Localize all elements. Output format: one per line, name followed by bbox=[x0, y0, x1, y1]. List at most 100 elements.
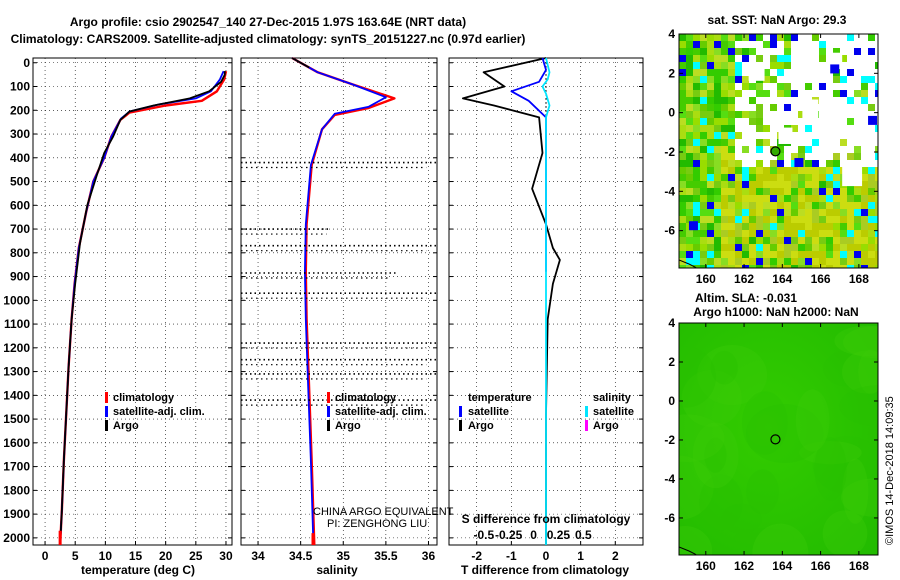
sst-cell bbox=[840, 48, 848, 56]
sst-cell bbox=[686, 160, 694, 168]
sst-cell bbox=[805, 139, 813, 147]
sst-cell bbox=[707, 69, 715, 77]
sst-cell bbox=[742, 195, 750, 203]
sst-cell bbox=[798, 167, 806, 175]
sst-cell bbox=[868, 230, 876, 238]
depth-tick-label: 2000 bbox=[3, 531, 30, 545]
sst-cell bbox=[812, 69, 820, 77]
sst-cell bbox=[742, 83, 750, 91]
sst-cell bbox=[756, 97, 764, 105]
sst-cell bbox=[770, 167, 778, 175]
sst-cell bbox=[798, 55, 806, 63]
sst-cell bbox=[854, 118, 862, 126]
sst-y-tick-label: -2 bbox=[664, 145, 675, 159]
sst-cell bbox=[770, 209, 778, 217]
sst-cell bbox=[854, 55, 862, 63]
sst-cell bbox=[735, 48, 743, 56]
sst-cell bbox=[868, 195, 876, 203]
sst-cell bbox=[721, 90, 729, 98]
sst-cell bbox=[812, 181, 820, 189]
sst-cell bbox=[847, 139, 855, 147]
sst-cell bbox=[819, 237, 827, 245]
sst-cell bbox=[742, 209, 750, 217]
sst-cell bbox=[686, 181, 694, 189]
sst-cell bbox=[693, 181, 701, 189]
sst-cell bbox=[735, 153, 743, 161]
sst-cell bbox=[791, 181, 799, 189]
sst-cell bbox=[721, 209, 729, 217]
sst-cell bbox=[763, 160, 771, 168]
sst-cell bbox=[679, 55, 687, 63]
depth-tick-label: 1000 bbox=[3, 293, 30, 307]
sst-cell bbox=[742, 104, 750, 112]
sst-cell bbox=[742, 258, 750, 266]
sst-cell bbox=[854, 76, 862, 84]
sst-cell bbox=[714, 132, 722, 140]
sst-cell bbox=[700, 230, 708, 238]
credit-line1: CHINA ARGO EQUIVALENT bbox=[313, 506, 454, 518]
sst-cell bbox=[833, 188, 841, 196]
sst-cell bbox=[826, 167, 834, 175]
sst-cell bbox=[854, 216, 862, 224]
sst-cell bbox=[714, 41, 722, 49]
sst-cell bbox=[840, 153, 848, 161]
difference-s-tick-label: 0 bbox=[530, 528, 537, 542]
sst-cell bbox=[714, 118, 722, 126]
sst-cell bbox=[770, 181, 778, 189]
sst-cell bbox=[861, 265, 869, 268]
sst-cell bbox=[840, 223, 848, 231]
sst-cell bbox=[777, 223, 785, 231]
sst-cell bbox=[679, 104, 687, 112]
sst-cell bbox=[840, 216, 848, 224]
depth-tick-label: 1700 bbox=[3, 460, 30, 474]
sst-cell bbox=[854, 48, 862, 56]
sst-cell bbox=[868, 62, 876, 70]
sst-cell bbox=[700, 181, 708, 189]
sst-cell bbox=[847, 153, 855, 161]
sst-cell bbox=[679, 62, 687, 70]
sst-cell bbox=[686, 265, 694, 268]
sst-cell bbox=[756, 195, 764, 203]
sst-cell bbox=[693, 209, 701, 217]
sst-cell bbox=[707, 97, 715, 105]
sst-cell bbox=[770, 230, 778, 238]
sst-cell bbox=[812, 244, 820, 252]
sst-cell bbox=[777, 188, 785, 196]
sst-cell bbox=[777, 55, 785, 63]
sst-x-tick-label: 166 bbox=[811, 272, 831, 286]
sst-cell bbox=[756, 48, 764, 56]
sst-cell bbox=[875, 139, 878, 147]
sst-cell bbox=[700, 48, 708, 56]
sst-cell bbox=[728, 265, 736, 268]
sst-cell bbox=[861, 76, 869, 84]
sst-cell bbox=[798, 174, 806, 182]
sst-cell bbox=[742, 76, 750, 84]
legend-climatology: climatology bbox=[335, 392, 397, 404]
sst-cell bbox=[742, 251, 750, 259]
sst-cell bbox=[777, 160, 785, 168]
sst-cell bbox=[784, 265, 792, 268]
sst-cell bbox=[861, 48, 869, 56]
sst-cell bbox=[826, 48, 834, 56]
sst-cell bbox=[791, 251, 799, 259]
sst-cell bbox=[861, 139, 869, 147]
sst-coastline bbox=[679, 259, 698, 268]
depth-tick-label: 900 bbox=[10, 270, 30, 284]
sst-cell bbox=[791, 195, 799, 203]
sst-cell bbox=[763, 41, 771, 49]
sst-cell bbox=[721, 216, 729, 224]
sst-cell bbox=[721, 237, 729, 245]
sst-cell bbox=[700, 153, 708, 161]
sst-cell bbox=[805, 34, 813, 42]
sst-cold-cell bbox=[830, 64, 840, 74]
sst-cell bbox=[749, 167, 757, 175]
sst-cell bbox=[854, 41, 862, 49]
sst-cell bbox=[707, 83, 715, 91]
sst-cell bbox=[868, 223, 876, 231]
sst-cell bbox=[791, 223, 799, 231]
sst-cell bbox=[840, 146, 848, 154]
sst-cell bbox=[798, 76, 806, 84]
legend-swatch-t-satellite bbox=[459, 406, 462, 417]
sst-cell bbox=[742, 111, 750, 119]
sst-cell bbox=[875, 146, 878, 154]
